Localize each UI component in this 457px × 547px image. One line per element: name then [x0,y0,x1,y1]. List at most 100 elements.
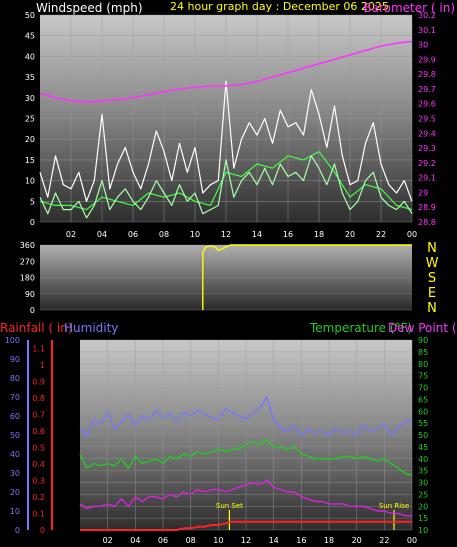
humidity-tick-label: 60 [10,412,20,421]
direction-y-tick-label: 270 [20,257,35,266]
temperature-tick-label: 15 [418,514,428,523]
barometer-tick-label: 29.2 [418,159,436,168]
wind-x-tick-label: 18 [314,230,324,239]
temp-x-tick-label: 14 [269,536,279,545]
rain-tick-label: 1.1 [32,344,45,353]
rain-tick-label: 0.9 [32,377,45,386]
barometer-tick-label: 29.4 [418,129,436,138]
temperature-line [79,439,413,477]
temp-x-tick-label: 18 [324,536,334,545]
temp-x-tick-label: 16 [296,536,306,545]
barometer-tick-label: 29.1 [418,174,436,183]
avg-line [39,151,413,211]
barometer-tick-label: 30 [418,41,428,50]
barometer-tick-label: 29.3 [418,144,436,153]
temp-x-tick-label: 00 [407,536,417,545]
barometer-line [39,40,413,103]
wind-axis-title: Windspeed (mph) [36,1,143,15]
humidity-tick-label: 80 [10,374,20,383]
rain-tick-label: 0.8 [32,394,45,403]
wind-y-tick-label: 35 [25,73,35,82]
wind-x-tick-label: 08 [159,230,169,239]
temperature-tick-label: 75 [418,372,428,381]
wind-y-tick-label: 15 [25,156,35,165]
humidity-tick-label: 40 [10,450,20,459]
rain-tick-label: 1 [40,361,45,370]
humidity-tick-label: 100 [5,336,20,345]
humidity-tick-label: 30 [10,469,20,478]
speed-line [39,155,413,219]
rain-line [80,520,412,531]
temperature-tick-label: 55 [418,419,428,428]
humidity-tick-label: 20 [10,488,20,497]
temp-x-tick-label: 04 [130,536,140,545]
barometer-tick-label: 29 [418,188,428,197]
temperature-tick-label: 50 [418,431,428,440]
rain-tick-label: 0.4 [32,460,45,469]
wind-x-tick-label: 04 [97,230,107,239]
wind-x-tick-label: 16 [283,230,293,239]
wind-x-tick-label: 14 [252,230,262,239]
chart-title: 24 hour graph day : December 06 2025 [170,0,389,13]
direction-line [202,244,412,310]
humidity-tick-label: 70 [10,393,20,402]
temperature-tick-label: 30 [418,479,428,488]
barometer-tick-label: 29.8 [418,70,436,79]
rain-tick-label: 0.2 [32,493,45,502]
barometer-tick-label: 29.7 [418,85,436,94]
temperature-tick-label: 40 [418,455,428,464]
rain-tick-label: 0.1 [32,509,45,518]
wind-y-tick-label: 20 [25,135,35,144]
barometer-tick-label: 30.2 [418,11,436,20]
temp-x-tick-label: 08 [186,536,196,545]
rain-tick-label: 0.3 [32,476,45,485]
wind-y-tick-label: 40 [25,52,35,61]
wind-x-tick-label: 00 [407,230,417,239]
temperature-tick-label: 85 [418,348,428,357]
temp-x-tick-label: 06 [158,536,168,545]
temp-x-tick-label: 20 [352,536,362,545]
wind-y-tick-label: 45 [25,32,35,41]
humidity-line [79,396,413,438]
compass-label: S [428,271,436,286]
barometer-tick-label: 29.6 [418,100,436,109]
temperature-tick-label: 35 [418,467,428,476]
temperature-tick-label: 45 [418,443,428,452]
wind-x-tick-label: 02 [66,230,76,239]
temp-x-tick-label: 02 [103,536,113,545]
barometer-axis-title: Barometer ( in) [363,1,455,15]
wind-y-tick-label: 0 [30,218,35,227]
wind-y-tick-label: 25 [25,115,35,124]
barometer-tick-label: 29.5 [418,115,436,124]
temperature-tick-label: 20 [418,502,428,511]
temperature-tick-label: 60 [418,407,428,416]
wind-x-tick-label: 06 [128,230,138,239]
barometer-tick-label: 30.1 [418,26,436,35]
humidity-tick-label: 90 [10,355,20,364]
humidity-tick-label: 50 [10,431,20,440]
direction-y-tick-label: 90 [25,290,35,299]
barometer-tick-label: 28.8 [418,218,436,227]
temperature-tick-label: 90 [418,336,428,345]
gust-line [39,80,413,202]
compass-label: W [426,256,439,271]
barometer-tick-label: 29.9 [418,55,436,64]
rain-tick-label: 0.7 [32,410,45,419]
wind-x-tick-label: 22 [376,230,386,239]
wind-y-tick-label: 50 [25,11,35,20]
temp-x-tick-label: 10 [213,536,223,545]
dewpoint-line [79,479,412,517]
rain-tick-label: 0 [40,526,45,535]
temp-x-tick-label: 12 [241,536,251,545]
wind-y-tick-label: 10 [25,177,35,186]
sun-marker-label: Sun Rise [379,502,409,510]
temp-x-tick-label: 22 [379,536,389,545]
humidity-tick-label: 10 [10,507,20,516]
barometer-tick-label: 28.9 [418,203,436,212]
direction-y-tick-label: 180 [20,274,35,283]
direction-y-tick-label: 0 [30,306,35,315]
rain-axis-title: Rainfall ( in) [0,321,73,335]
wind-x-tick-label: 12 [221,230,231,239]
